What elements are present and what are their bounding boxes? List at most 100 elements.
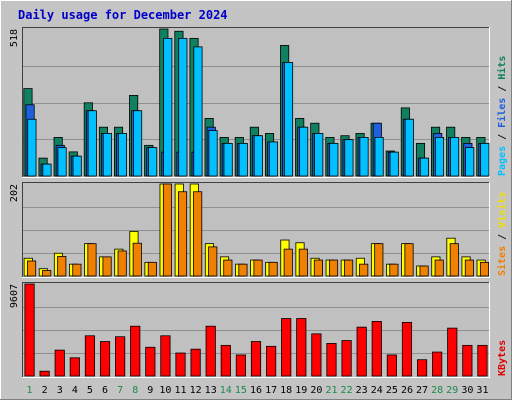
legend-entry: Pages [497, 146, 508, 176]
bar-kbytes-day-5 [84, 335, 96, 377]
bar-sites-day-19 [298, 248, 308, 277]
x-tick-label-day-30: 30 [461, 385, 473, 396]
bar-sites-day-27 [419, 265, 429, 277]
bar-pages-day-11 [178, 37, 188, 177]
bar-kbytes-day-27 [416, 359, 428, 377]
bar-kbytes-day-13 [205, 325, 216, 377]
legend-entry: Sites [496, 246, 508, 276]
x-tick-label-day-16: 16 [250, 385, 262, 396]
bar-kbytes-day-31 [477, 344, 488, 377]
x-tick-labels: 1 2 3 4 5 6 7 8 9 10 11 12 13 14 15 16 17 18 19 20 21 22 23 24 2… [27, 385, 489, 396]
bar-sites-day-12 [193, 191, 203, 277]
bar-kbytes-day-14 [220, 344, 231, 377]
bar-kbytes-day-4 [69, 357, 80, 377]
panel-kbytes: 9607 KBytes [9, 282, 508, 378]
bar-sites-day-24 [374, 243, 384, 277]
x-tick-label-day-19: 19 [295, 385, 307, 396]
panels-layer: 518 Pages / Files / Hits 202 Sites / Visits… [9, 27, 508, 378]
side-legend-hits: Pages / Files / Hits [496, 56, 508, 176]
bar-pages-day-9 [148, 147, 158, 177]
legend-entry: / [497, 80, 508, 98]
bar-sites-day-16 [253, 259, 263, 277]
bar-pages-day-3 [57, 147, 67, 177]
bar-sites-day-20 [313, 259, 323, 277]
x-tick-label-day-12: 12 [190, 385, 202, 396]
bar-pages-day-4 [72, 155, 82, 177]
bar-pages-day-16 [253, 135, 263, 177]
x-tick-label-day-22: 22 [341, 385, 353, 396]
x-tick-label-day-15: 15 [235, 385, 247, 396]
bar-pages-day-15 [238, 142, 248, 177]
bar-sites-day-2 [42, 270, 52, 277]
x-tick-label-day-27: 27 [416, 385, 428, 396]
bar-kbytes-day-1 [24, 283, 35, 377]
bar-kbytes-day-10 [160, 335, 171, 377]
x-tick-label-day-31: 31 [476, 385, 488, 396]
bar-sites-day-8 [132, 242, 142, 277]
bar-sites-day-29 [449, 243, 459, 277]
legend-entry: Hits [496, 56, 508, 80]
bar-pages-day-26 [404, 118, 414, 177]
y-max-label-kbytes: 9607 [9, 284, 20, 308]
bar-sites-day-28 [434, 259, 444, 277]
bar-kbytes-day-30 [462, 344, 473, 377]
bar-pages-day-18 [283, 62, 294, 177]
bar-kbytes-day-20 [311, 333, 322, 377]
bar-kbytes-day-8 [130, 325, 141, 377]
x-tick-label-day-14: 14 [220, 385, 232, 396]
legend-entry: Files [496, 98, 508, 128]
x-tick-label-day-17: 17 [265, 385, 277, 396]
x-tick-label-day-26: 26 [401, 385, 413, 396]
bar-kbytes-day-17 [266, 345, 277, 377]
x-tick-label-day-4: 4 [72, 385, 78, 396]
bar-kbytes-day-22 [341, 340, 352, 377]
bar-pages-day-23 [359, 137, 369, 177]
y-max-label-hits: 518 [9, 29, 20, 47]
y-max-label-visits: 202 [9, 184, 20, 202]
x-tick-label-day-3: 3 [57, 385, 63, 396]
bar-kbytes-day-28 [432, 351, 443, 377]
bar-kbytes-day-15 [235, 354, 246, 377]
legend-entry: KBytes [497, 340, 508, 376]
bar-pages-day-24 [374, 137, 384, 177]
bar-pages-day-29 [450, 137, 460, 177]
bar-pages-day-10 [163, 37, 173, 177]
chart-title: Daily usage for December 2024 [18, 8, 228, 22]
bar-sites-day-14 [223, 259, 233, 277]
x-tick-label-day-29: 29 [446, 385, 458, 396]
x-tick-label-day-24: 24 [371, 385, 383, 396]
bar-pages-day-25 [389, 151, 399, 177]
bar-pages-day-27 [419, 157, 429, 177]
side-legend-visits: Sites / Visits [496, 192, 508, 276]
legend-entry: / [497, 228, 508, 246]
bar-kbytes-day-23 [356, 326, 367, 377]
x-tick-label-day-1: 1 [27, 385, 33, 396]
x-tick-label-day-5: 5 [87, 385, 93, 396]
bar-kbytes-day-12 [190, 348, 201, 377]
bar-sites-day-4 [72, 263, 82, 277]
x-tick-label-day-9: 9 [147, 385, 153, 396]
bar-sites-day-13 [208, 246, 218, 277]
bar-pages-day-30 [465, 147, 475, 177]
bar-pages-day-6 [102, 133, 112, 177]
bar-pages-day-13 [208, 130, 218, 177]
bar-pages-day-21 [329, 142, 339, 177]
bar-kbytes-day-6 [99, 341, 111, 377]
bar-kbytes-day-7 [115, 336, 126, 377]
bar-pages-day-12 [193, 46, 203, 177]
x-tick-label-day-13: 13 [205, 385, 217, 396]
x-tick-label-day-21: 21 [325, 385, 337, 396]
side-legend-kbytes: KBytes [497, 340, 508, 376]
bar-kbytes-day-9 [145, 346, 156, 377]
bar-pages-day-19 [299, 126, 309, 177]
bar-sites-day-25 [389, 263, 399, 277]
bar-sites-day-21 [328, 259, 339, 277]
bar-kbytes-day-2 [39, 370, 50, 377]
bar-kbytes-day-16 [250, 341, 262, 377]
bar-kbytes-day-11 [175, 352, 186, 377]
panel-visits: 202 Sites / Visits [9, 182, 508, 278]
bar-sites-day-15 [238, 263, 248, 277]
bar-kbytes-day-18 [281, 318, 292, 377]
